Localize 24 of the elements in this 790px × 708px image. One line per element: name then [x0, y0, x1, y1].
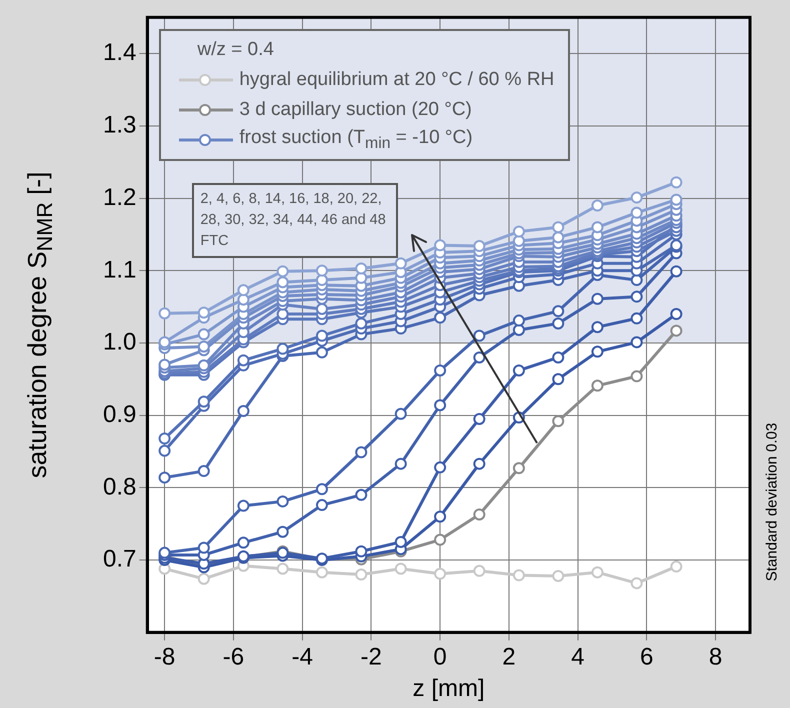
- x-tick-label: -6: [222, 643, 244, 670]
- legend-label: 3 d capillary suction (20 °C): [239, 99, 472, 122]
- y-tick-label: 0.8: [102, 473, 136, 500]
- x-tick-label: -8: [154, 643, 176, 670]
- x-tick-label: 2: [502, 643, 516, 670]
- x-tick-label: 8: [708, 643, 722, 670]
- y-tick-label: 0.7: [102, 546, 136, 573]
- x-tick-label: 0: [433, 643, 447, 670]
- y-tick-label: 1.4: [102, 39, 136, 66]
- x-tick-label: 4: [571, 643, 584, 670]
- text: Standard deviation 0.03: [764, 423, 780, 582]
- legend-title: w/z = 0.4: [196, 38, 275, 62]
- y-tick-label: 1.3: [102, 112, 136, 139]
- y-tick-label: 1.0: [102, 328, 136, 356]
- x-tick-label: 6: [640, 643, 654, 670]
- legend-label: frost suction (T$_{min}$ = -10 °C): [239, 127, 473, 154]
- y-tick-label: 0.9: [102, 400, 136, 428]
- x-axis-title: z [mm]: [412, 675, 485, 702]
- x-tick-label: -2: [360, 643, 382, 670]
- legend-label: hygral equilibrium at 20 °C / 60 % RH: [239, 69, 554, 92]
- annotation: 2, 4, 6, 8, 14, 16, 18, 20, 22, 28, 30, 32, 34, 44, 46 and 48 FTC: [192, 183, 398, 258]
- y-tick-label: 1.2: [102, 184, 136, 211]
- y-tick-label: 1.1: [102, 256, 136, 284]
- x-tick-label: -4: [292, 643, 313, 670]
